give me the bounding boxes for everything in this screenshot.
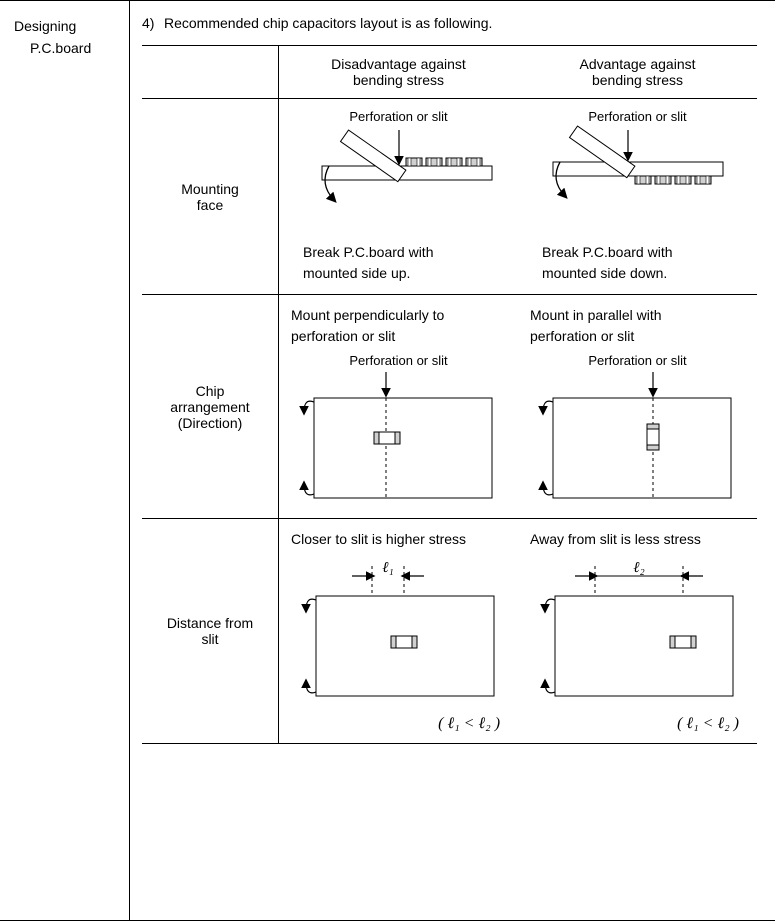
rowhead-distance: Distance from slit xyxy=(142,519,279,744)
perf-label: Perforation or slit xyxy=(285,109,512,124)
cell-distance-advantage: Away from slit is less stress ℓ₂ xyxy=(518,519,757,744)
chip-adv-caption: Mount in parallel with perforation or sl… xyxy=(524,305,751,347)
chip-dis-caption: Mount perpendicularly to perforation or … xyxy=(285,305,512,347)
intro-row: 4) Recommended chip capacitors layout is… xyxy=(142,15,757,31)
sidebar-column: Designing P.C.board xyxy=(0,1,130,920)
cell-mounting-disadvantage: Perforation or slit xyxy=(279,99,519,295)
cell-chip-disadvantage: Mount perpendicularly to perforation or … xyxy=(279,295,519,519)
perf-label: Perforation or slit xyxy=(285,353,512,368)
outer-layout: Designing P.C.board 4) Recommended chip … xyxy=(0,1,775,920)
diagram-dist-dis: ℓ₁ xyxy=(294,556,504,711)
layout-table: Disadvantage against bending stress Adva… xyxy=(142,45,757,744)
l2-symbol: ℓ₂ xyxy=(633,560,644,576)
row-distance-from-slit: Distance from slit Closer to slit is hig… xyxy=(142,519,757,744)
table-header-disadvantage: Disadvantage against bending stress xyxy=(279,46,519,99)
cell-distance-disadvantage: Closer to slit is higher stress ℓ₁ xyxy=(279,519,519,744)
diagram-mounting-adv xyxy=(533,124,743,234)
sidebar-line2: P.C.board xyxy=(14,37,119,59)
diagram-chip-dis xyxy=(294,368,504,508)
table-header-advantage: Advantage against bending stress xyxy=(518,46,757,99)
rowhead-chip: Chip arrangement (Direction) xyxy=(142,295,279,519)
diagram-dist-adv: ℓ₂ xyxy=(533,556,743,711)
rowhead-mounting: Mounting face xyxy=(142,99,279,295)
l1-symbol: ℓ₁ xyxy=(382,560,393,576)
diagram-chip-adv xyxy=(533,368,743,508)
sidebar-line1: Designing xyxy=(14,15,119,37)
dist-adv-caption: Away from slit is less stress xyxy=(524,529,751,550)
cell-chip-advantage: Mount in parallel with perforation or sl… xyxy=(518,295,757,519)
row-chip-arrangement: Chip arrangement (Direction) Mount perpe… xyxy=(142,295,757,519)
inequality-adv: ( ℓ₁ < ℓ₂ ) xyxy=(524,715,751,733)
caption-mounting-adv: Break P.C.board with mounted side down. xyxy=(524,242,751,284)
dist-dis-caption: Closer to slit is higher stress xyxy=(285,529,512,550)
cell-mounting-advantage: Perforation or slit Break xyxy=(518,99,757,295)
table-header-row: Disadvantage against bending stress Adva… xyxy=(142,46,757,99)
diagram-mounting-dis xyxy=(294,124,504,234)
main-column: 4) Recommended chip capacitors layout is… xyxy=(130,1,775,920)
document-page: Designing P.C.board 4) Recommended chip … xyxy=(0,0,775,921)
row-mounting-face: Mounting face Perforation or slit xyxy=(142,99,757,295)
inequality-dis: ( ℓ₁ < ℓ₂ ) xyxy=(285,715,512,733)
intro-text: Recommended chip capacitors layout is as… xyxy=(164,15,757,31)
perf-label: Perforation or slit xyxy=(524,109,751,124)
perf-label: Perforation or slit xyxy=(524,353,751,368)
caption-mounting-dis: Break P.C.board with mounted side up. xyxy=(285,242,512,284)
intro-number: 4) xyxy=(142,15,164,31)
table-header-blank xyxy=(142,46,279,99)
